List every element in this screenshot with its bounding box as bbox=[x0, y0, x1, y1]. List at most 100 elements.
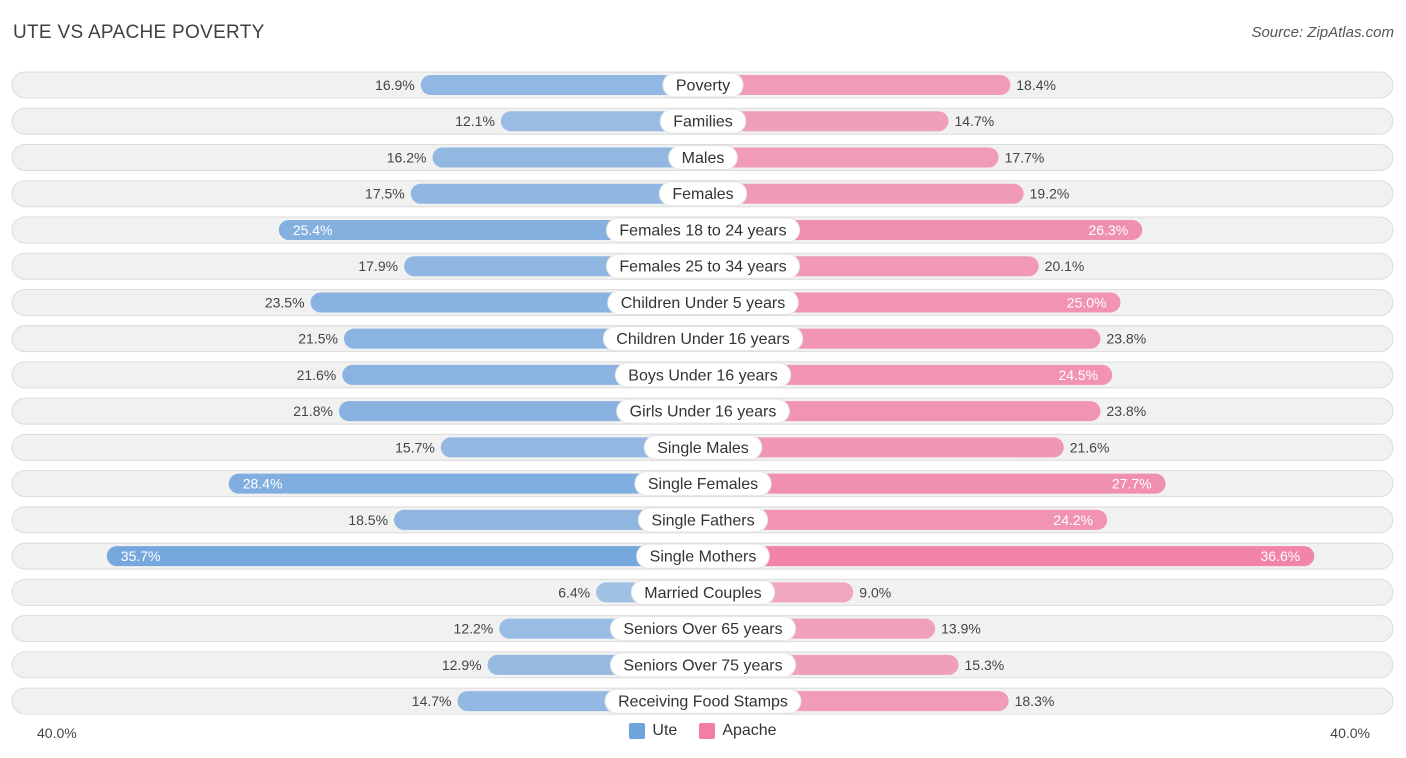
value-label-apache-single-females: 27.7% bbox=[1112, 476, 1152, 492]
category-label-males: Males bbox=[682, 150, 725, 167]
bar-apache-single-mothers bbox=[703, 546, 1315, 567]
value-label-apache-seniors-over-65-years: 13.9% bbox=[941, 621, 981, 637]
category-pill-seniors-over-75-years bbox=[609, 652, 797, 678]
category-label-seniors-over-65-years: Seniors Over 65 years bbox=[623, 621, 782, 638]
value-label-ute-married-couples: 6.4% bbox=[558, 584, 590, 600]
value-label-apache-females: 19.2% bbox=[1030, 186, 1070, 202]
value-label-ute-boys-under-16-years: 21.6% bbox=[297, 367, 337, 383]
category-pill-children-under-16-years bbox=[602, 326, 804, 352]
category-pill-single-females bbox=[634, 471, 772, 497]
bar-apache-children-under-16-years bbox=[703, 328, 1101, 349]
chart-title: UTE VS APACHE POVERTY bbox=[13, 22, 265, 43]
value-label-apache-families: 14.7% bbox=[954, 113, 994, 129]
category-pill-males bbox=[668, 144, 738, 170]
category-label-poverty: Poverty bbox=[676, 78, 730, 95]
value-label-ute-children-under-16-years: 21.5% bbox=[298, 331, 338, 347]
category-label-single-fathers: Single Fathers bbox=[651, 512, 754, 529]
bar-apache-boys-under-16-years bbox=[703, 364, 1113, 385]
value-label-ute-males: 16.2% bbox=[387, 149, 427, 165]
category-pill-children-under-5-years bbox=[607, 289, 799, 315]
value-label-apache-children-under-16-years: 23.8% bbox=[1106, 331, 1146, 347]
value-label-apache-single-mothers: 36.6% bbox=[1261, 548, 1301, 564]
category-label-females-18-to-24-years: Females 18 to 24 years bbox=[619, 222, 786, 239]
bar-ute-families bbox=[500, 111, 703, 132]
category-label-single-mothers: Single Mothers bbox=[650, 549, 757, 566]
value-label-apache-females-25-to-34-years: 20.1% bbox=[1045, 258, 1085, 274]
bar-apache-poverty bbox=[703, 75, 1011, 95]
value-label-ute-single-females: 28.4% bbox=[243, 476, 283, 492]
axis-label-right: 40.0% bbox=[1330, 725, 1370, 741]
bar-apache-single-fathers bbox=[703, 509, 1108, 530]
legend-label-apache: Apache bbox=[722, 722, 777, 739]
value-label-apache-seniors-over-75-years: 15.3% bbox=[965, 657, 1005, 673]
bar-apache-males bbox=[703, 147, 999, 168]
bar-ute-single-fathers bbox=[394, 509, 703, 530]
category-pill-single-males bbox=[643, 434, 763, 460]
category-pill-seniors-over-65-years bbox=[609, 616, 797, 642]
category-pill-females-18-to-24-years bbox=[605, 217, 801, 243]
bar-ute-single-females bbox=[228, 473, 703, 494]
category-label-girls-under-16-years: Girls Under 16 years bbox=[630, 404, 777, 421]
category-label-receiving-food-stamps: Receiving Food Stamps bbox=[618, 694, 788, 711]
value-label-apache-poverty: 18.4% bbox=[1016, 77, 1056, 93]
category-pill-poverty bbox=[662, 72, 744, 98]
value-label-apache-girls-under-16-years: 23.8% bbox=[1106, 403, 1146, 419]
bar-apache-females-18-to-24-years bbox=[703, 219, 1143, 240]
category-pill-families bbox=[659, 108, 747, 134]
legend-item-ute[interactable]: Ute bbox=[629, 722, 677, 740]
source-note: Source: ZipAtlas.com bbox=[1251, 24, 1394, 41]
category-pill-boys-under-16-years bbox=[614, 362, 792, 388]
category-pill-single-fathers bbox=[637, 507, 769, 533]
category-pill-married-couples bbox=[630, 579, 776, 605]
category-label-families: Families bbox=[673, 114, 733, 131]
bar-ute-single-mothers bbox=[106, 546, 703, 567]
category-label-boys-under-16-years: Boys Under 16 years bbox=[628, 367, 777, 384]
bar-apache-single-males bbox=[703, 437, 1064, 458]
legend-item-apache[interactable]: Apache bbox=[699, 722, 777, 740]
bar-apache-single-females bbox=[703, 473, 1166, 494]
axis-label-left: 40.0% bbox=[37, 725, 77, 741]
value-label-apache-single-fathers: 24.2% bbox=[1053, 512, 1093, 528]
bar-ute-children-under-5-years bbox=[310, 292, 703, 313]
value-label-apache-single-males: 21.6% bbox=[1070, 439, 1110, 455]
bar-ute-boys-under-16-years bbox=[342, 364, 703, 385]
category-label-females: Females bbox=[672, 186, 733, 203]
value-label-ute-seniors-over-75-years: 12.9% bbox=[442, 657, 482, 673]
value-label-ute-single-males: 15.7% bbox=[395, 439, 435, 455]
category-label-children-under-5-years: Children Under 5 years bbox=[621, 295, 786, 312]
value-label-apache-males: 17.7% bbox=[1005, 149, 1045, 165]
value-label-ute-single-mothers: 35.7% bbox=[121, 548, 161, 564]
category-pill-single-mothers bbox=[636, 543, 770, 569]
legend-swatch-ute bbox=[629, 723, 646, 739]
value-label-apache-receiving-food-stamps: 18.3% bbox=[1015, 693, 1055, 709]
category-label-children-under-16-years: Children Under 16 years bbox=[616, 331, 789, 348]
category-pill-receiving-food-stamps bbox=[604, 688, 802, 714]
bar-apache-females bbox=[703, 183, 1024, 204]
diverging-bar-chart: 16.9% 18.4% Poverty 12.1% 14.7% Families 16.2%… bbox=[11, 71, 1394, 715]
category-label-single-males: Single Males bbox=[657, 440, 749, 457]
bar-ute-single-males bbox=[440, 437, 703, 458]
value-label-ute-seniors-over-65-years: 12.2% bbox=[454, 621, 494, 637]
bar-apache-children-under-5-years bbox=[703, 292, 1121, 313]
value-label-ute-families: 12.1% bbox=[455, 113, 495, 129]
value-label-ute-poverty: 16.9% bbox=[375, 77, 415, 93]
value-label-apache-boys-under-16-years: 24.5% bbox=[1058, 367, 1098, 383]
category-label-seniors-over-75-years: Seniors Over 75 years bbox=[623, 657, 782, 674]
value-label-ute-females-25-to-34-years: 17.9% bbox=[358, 258, 398, 274]
bar-ute-females bbox=[410, 183, 703, 204]
value-label-ute-receiving-food-stamps: 14.7% bbox=[412, 693, 452, 709]
category-label-females-25-to-34-years: Females 25 to 34 years bbox=[619, 259, 786, 276]
bar-ute-females-18-to-24-years bbox=[278, 219, 703, 240]
value-label-ute-females-18-to-24-years: 25.4% bbox=[293, 222, 333, 238]
value-label-ute-girls-under-16-years: 21.8% bbox=[293, 403, 333, 419]
bar-ute-males bbox=[432, 147, 703, 168]
category-label-married-couples: Married Couples bbox=[644, 585, 761, 602]
category-pill-females bbox=[658, 181, 748, 207]
legend-label-ute: Ute bbox=[652, 722, 678, 739]
bar-ute-poverty bbox=[420, 75, 703, 95]
value-label-apache-married-couples: 9.0% bbox=[859, 584, 891, 600]
value-label-ute-females: 17.5% bbox=[365, 186, 405, 202]
value-label-ute-children-under-5-years: 23.5% bbox=[265, 294, 305, 310]
value-label-apache-females-18-to-24-years: 26.3% bbox=[1089, 222, 1129, 238]
legend-swatch-apache bbox=[699, 723, 716, 739]
